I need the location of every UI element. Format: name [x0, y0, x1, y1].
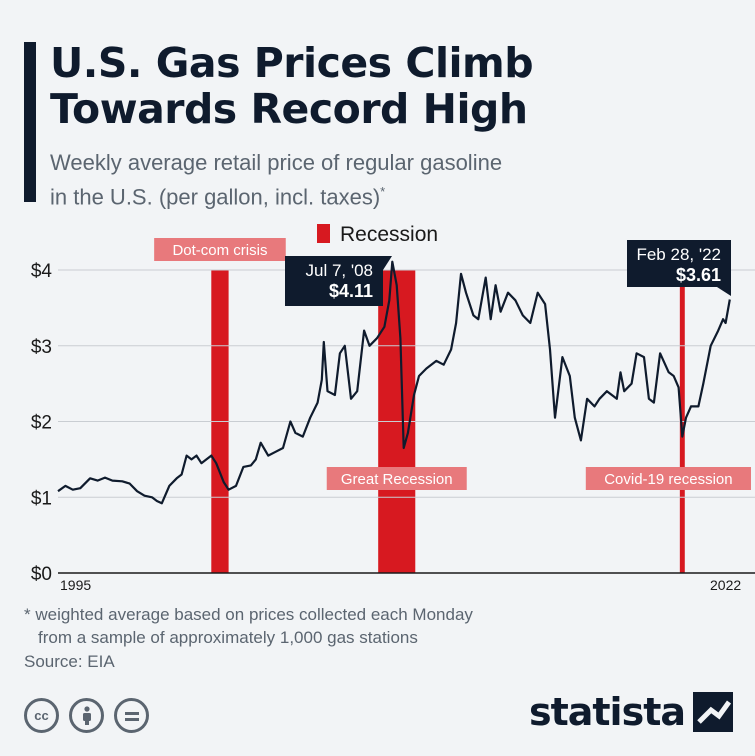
subtitle-footnote-marker: * — [380, 184, 386, 199]
attribution-icon[interactable] — [69, 698, 104, 733]
callout-box-1 — [627, 240, 731, 287]
statista-logo[interactable]: statista — [529, 690, 733, 734]
recession-label-0: Dot-com crisis — [172, 242, 267, 259]
footnote: * weighted average based on prices colle… — [24, 603, 724, 649]
legend-swatch — [317, 224, 330, 243]
callout-date-1: Feb 28, '22 — [636, 245, 721, 264]
statista-mark-icon — [693, 692, 733, 732]
y-tick-label-1: $1 — [31, 488, 52, 509]
recession-label-1: Great Recession — [341, 471, 453, 488]
creative-commons-icon[interactable]: cc — [24, 698, 59, 733]
license-icons: cc — [24, 698, 149, 733]
page-title: U.S. Gas Prices Climb Towards Record Hig… — [50, 40, 730, 132]
recession-label-2: Covid-19 recession — [604, 471, 732, 488]
recession-label-bg-1 — [326, 467, 467, 490]
callout-box-0 — [285, 256, 383, 306]
callout-value-0: $4.11 — [329, 281, 373, 301]
y-tick-label-2: $2 — [31, 413, 52, 434]
subtitle-line-2: in the U.S. (per gallon, incl. taxes) — [50, 184, 381, 210]
subtitle-line-1: Weekly average retail price of regular g… — [50, 150, 503, 175]
price-line — [57, 260, 731, 505]
recession-label-bg-0 — [154, 238, 286, 261]
source-note: Source: EIA — [24, 652, 115, 671]
x-tick-label-0: 1995 — [60, 577, 91, 593]
footnote-line-1: * weighted average based on prices colle… — [24, 605, 473, 624]
y-tick-label-4: $4 — [31, 261, 53, 282]
y-tick-label-3: $3 — [31, 337, 52, 358]
callout-value-1: $3.61 — [676, 265, 721, 285]
brand-name: statista — [528, 690, 686, 734]
title-line-2: Towards Record High — [50, 85, 528, 133]
callout-pointer-1 — [717, 287, 731, 296]
x-tick-label-1: 2022 — [710, 577, 741, 593]
legend-label: Recession — [340, 223, 438, 246]
callout-pointer-0 — [383, 256, 392, 270]
title-line-1: U.S. Gas Prices Climb — [50, 39, 534, 87]
recession-label-bg-2 — [585, 467, 751, 490]
subtitle: Weekly average retail price of regular g… — [50, 148, 690, 211]
callout-date-0: Jul 7, '08 — [305, 261, 373, 280]
no-derivatives-icon[interactable] — [114, 698, 149, 733]
footnote-line-2: from a sample of approximately 1,000 gas… — [38, 628, 418, 647]
gas-price-chart: $0 $1 $2 $3 $4 1995 2022 Dot-com crisis Great Re… — [31, 223, 755, 593]
title-accent-bar — [24, 42, 36, 202]
y-tick-label-0: $0 — [31, 564, 52, 585]
